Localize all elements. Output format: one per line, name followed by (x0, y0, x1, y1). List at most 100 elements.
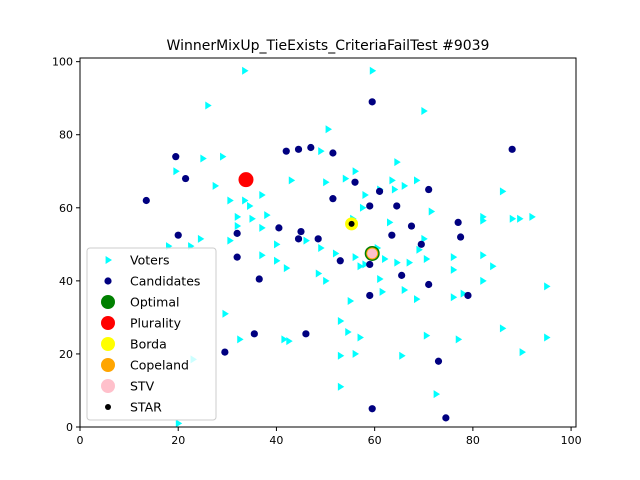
candidates-point (142, 196, 150, 205)
voter-point (283, 264, 291, 273)
candidates-point (294, 235, 303, 243)
voter-point (337, 382, 345, 391)
voter-point (413, 176, 421, 185)
legend-box (86, 247, 217, 421)
voter-point (345, 328, 352, 337)
candidates-point (282, 147, 290, 155)
candidates-point (250, 330, 258, 338)
voter-point (259, 223, 266, 232)
voter-point (517, 214, 524, 223)
voter-point (421, 106, 428, 115)
candidates-point (221, 348, 229, 356)
voter-point (315, 269, 323, 278)
candidates-point (417, 240, 425, 248)
voter-point (200, 154, 207, 163)
candidates-point (294, 145, 303, 153)
candidates-point (366, 202, 374, 210)
y-tick-label: 40 (59, 275, 73, 288)
candidates-point (425, 280, 433, 289)
voter-point (499, 324, 507, 333)
voter-point (357, 333, 364, 342)
voter-point (337, 351, 345, 360)
voter-point (227, 196, 234, 205)
x-tick-label: 40 (269, 434, 283, 447)
candidates-point (456, 233, 465, 241)
voter-point (386, 218, 394, 227)
voter-point (394, 158, 401, 167)
voter-point (332, 249, 340, 258)
y-tick-label: 20 (59, 348, 73, 361)
voter-point (416, 245, 423, 254)
voter-point (413, 295, 421, 304)
voter-point (227, 236, 234, 245)
voter-point (423, 254, 431, 263)
stv-point (367, 248, 378, 259)
voter-point (205, 101, 212, 110)
voter-point (325, 125, 332, 134)
candidates-point (368, 98, 376, 106)
voter-point (480, 216, 487, 225)
candidates-point (172, 153, 180, 161)
x-tick-label: 0 (77, 434, 84, 447)
voter-point (303, 236, 310, 245)
voter-point (352, 253, 360, 262)
voter-point (212, 181, 220, 190)
voter-point (242, 66, 249, 75)
voter-point (428, 207, 436, 216)
voter-point (352, 349, 360, 358)
candidates-point (375, 187, 384, 195)
candidates-point (434, 357, 443, 365)
voter-point (480, 276, 487, 285)
voter-point (323, 178, 330, 187)
voter-point (450, 265, 458, 274)
candidates-point (329, 149, 337, 157)
voter-point (394, 258, 401, 267)
legend-marker (101, 379, 115, 393)
candidates-point (454, 218, 462, 227)
plurality-point (238, 172, 254, 188)
voter-point (247, 201, 254, 210)
voter-point (323, 276, 330, 285)
x-tick-label: 80 (466, 434, 480, 447)
voter-point (197, 234, 205, 243)
candidates-point (407, 222, 416, 230)
voter-point (242, 196, 249, 205)
candidates-point (314, 235, 322, 243)
legend-marker (105, 256, 112, 264)
voter-point (401, 181, 409, 190)
voter-point (544, 333, 551, 342)
voter-point (286, 337, 293, 346)
voter-point (433, 390, 441, 399)
voter-point (362, 260, 369, 269)
candidates-point (398, 271, 406, 279)
voter-point (347, 296, 355, 305)
y-tick-label: 80 (59, 129, 73, 142)
voter-point (480, 251, 487, 260)
candidates-point (302, 330, 310, 338)
candidates-point (508, 145, 516, 153)
voter-point (337, 317, 345, 326)
candidates-point (464, 291, 472, 300)
voter-point (222, 309, 229, 318)
voter-point (259, 191, 266, 200)
legend-label: Plurality (130, 316, 182, 331)
voter-point (362, 191, 369, 200)
voter-point (281, 335, 288, 344)
voter-point (389, 176, 396, 185)
voter-point (529, 212, 536, 221)
legend-marker (101, 358, 115, 372)
voter-point (173, 167, 180, 176)
legend-marker (105, 404, 111, 410)
chart-title: WinnerMixUp_TieExists_CriteriaFailTest #… (167, 38, 490, 54)
voter-point (318, 243, 325, 252)
legend: Voters Candidates Optimal Plurality Borda Cop… (86, 247, 217, 421)
legend-marker (101, 337, 115, 351)
voter-point (220, 152, 227, 161)
voter-point (450, 253, 458, 262)
voter-point (237, 335, 244, 344)
candidates-point (181, 174, 190, 183)
voter-point (391, 185, 399, 194)
data-marks (142, 66, 551, 428)
voter-point (450, 293, 458, 302)
